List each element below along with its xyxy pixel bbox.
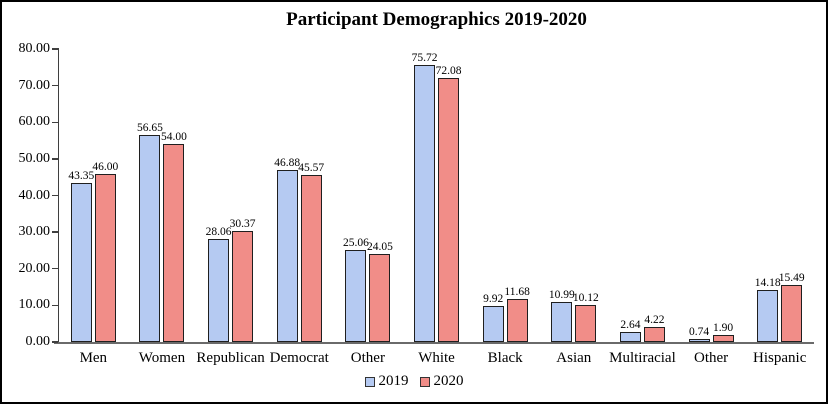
bar-2019: 0.74 [688,326,710,342]
bar-group: 28.06 30.37 Republican [196,49,265,366]
y-axis-tick-label: 0.00 [25,334,51,349]
y-axis-tick-mark [52,158,58,160]
bar-2020: 24.05 [367,241,393,342]
bar-group: 75.72 72.08 White [402,49,471,366]
bar-value-label: 2.64 [620,319,641,332]
bar-2019: 56.65 [137,122,163,342]
bar-value-label: 43.35 [68,170,95,183]
legend-label-2020: 2020 [433,373,464,389]
bar-groups: 43.35 46.00 Men 56.65 54.00 Women 28.06 30.37 Re… [59,49,814,366]
bar-2020: 4.22 [643,314,665,342]
bar-2020: 45.57 [298,162,324,342]
x-axis-line [53,342,814,344]
bar-value-label: 11.68 [504,286,530,299]
bar-value-label: 25.06 [342,237,369,250]
bar-group: 56.65 54.00 Women [128,49,197,366]
bar-group: 46.88 45.57 Democrat [265,49,334,366]
category-label: Women [138,350,186,366]
bar-value-label: 30.37 [229,217,256,230]
bar-group: 43.35 46.00 Men [59,49,128,366]
bar-value-label: 14.18 [754,277,781,290]
y-axis-tick-label: 10.00 [18,297,51,313]
bar-2019: 75.72 [412,52,437,342]
bar-value-label: 4.22 [644,313,665,326]
bar-value-label: 72.08 [435,65,462,78]
bar-group: 25.06 24.05 Other [334,49,403,366]
bar-2020: 10.12 [573,292,599,342]
category-label: Hispanic [753,350,807,366]
category-label: Other [350,350,385,366]
legend-swatch-2019-icon [364,376,375,387]
category-label: Other [694,350,729,366]
bar-2019: 9.92 [482,293,504,342]
y-axis-tick-mark [52,48,58,50]
legend: 2019 2020 [2,373,826,390]
category-label: Multiracial [609,350,676,366]
bar-2020: 46.00 [92,161,118,342]
chart-title: Participant Demographics 2019-2020 [286,9,587,30]
bar-value-label: 56.65 [137,121,163,134]
bar-value-label: 54.00 [161,131,187,144]
y-axis-tick-mark [52,84,58,87]
bar-value-label: 10.99 [548,288,575,301]
y-axis-tick-mark [52,121,58,123]
y-axis-tick-mark [52,341,58,343]
bar-value-label: 46.00 [92,160,119,173]
y-axis-tick-label: 80.00 [18,41,51,56]
y-axis-tick-label: 70.00 [18,77,51,93]
bar-value-label: 45.57 [298,162,325,175]
bar-2019: 46.88 [274,157,300,342]
bar-value-label: 15.49 [778,272,805,285]
bar-2019: 2.64 [619,319,641,342]
legend-label-2019: 2019 [378,373,409,389]
bar-2019: 28.06 [206,226,232,342]
legend-item-2020: 2020 [419,373,464,390]
category-label: Black [487,350,523,366]
bar-value-label: 10.12 [572,291,599,304]
category-label: Democrat [269,350,329,366]
category-label: Republican [196,350,265,366]
bar-2020: 72.08 [436,65,461,342]
bar-value-label: 1.90 [713,322,734,335]
bar-2020: 11.68 [504,286,530,342]
bar-2019: 10.99 [549,289,575,342]
category-label: Asian [556,350,592,366]
y-axis-tick-label: 20.00 [18,260,51,276]
legend-swatch-2020-icon [419,376,430,387]
category-label: Men [79,350,108,366]
bar-2020: 1.90 [712,322,734,342]
bar-value-label: 75.72 [411,51,438,64]
bar-group: 9.92 11.68 Black [471,49,540,366]
plot-area: 43.35 46.00 Men 56.65 54.00 Women 28.06 30.37 Re… [52,48,814,366]
bar-2019: 14.18 [755,277,781,342]
y-axis-tick-mark [52,268,58,270]
y-axis-tick-label: 60.00 [18,114,51,130]
y-axis-tick-mark [52,194,58,197]
bar-2020: 30.37 [230,218,256,342]
bar-2019: 43.35 [68,170,94,342]
y-axis-tick-mark [52,304,58,307]
bar-2019: 25.06 [343,237,369,342]
bar-2020: 54.00 [161,131,187,342]
bar-value-label: 46.88 [274,157,301,170]
y-axis-line [57,48,59,342]
bar-value-label: 0.74 [689,326,710,339]
y-axis-tick-mark [52,231,58,233]
bar-value-label: 9.92 [483,292,504,305]
bar-value-label: 24.05 [366,240,393,253]
bar-group: 14.18 15.49 Hispanic [745,49,814,366]
y-axis-tick-label: 40.00 [18,187,51,203]
category-label: White [418,350,455,366]
bar-group: 10.99 10.12 Asian [539,49,608,366]
y-axis-tick-label: 50.00 [18,150,51,166]
bar-group: 2.64 4.22 Multiracial [608,49,677,366]
y-axis-tick-label: 30.00 [18,224,51,240]
bar-2020: 15.49 [779,272,805,342]
bar-value-label: 28.06 [205,226,232,239]
bar-group: 0.74 1.90 Other [677,49,746,366]
legend-item-2019: 2019 [364,373,409,390]
